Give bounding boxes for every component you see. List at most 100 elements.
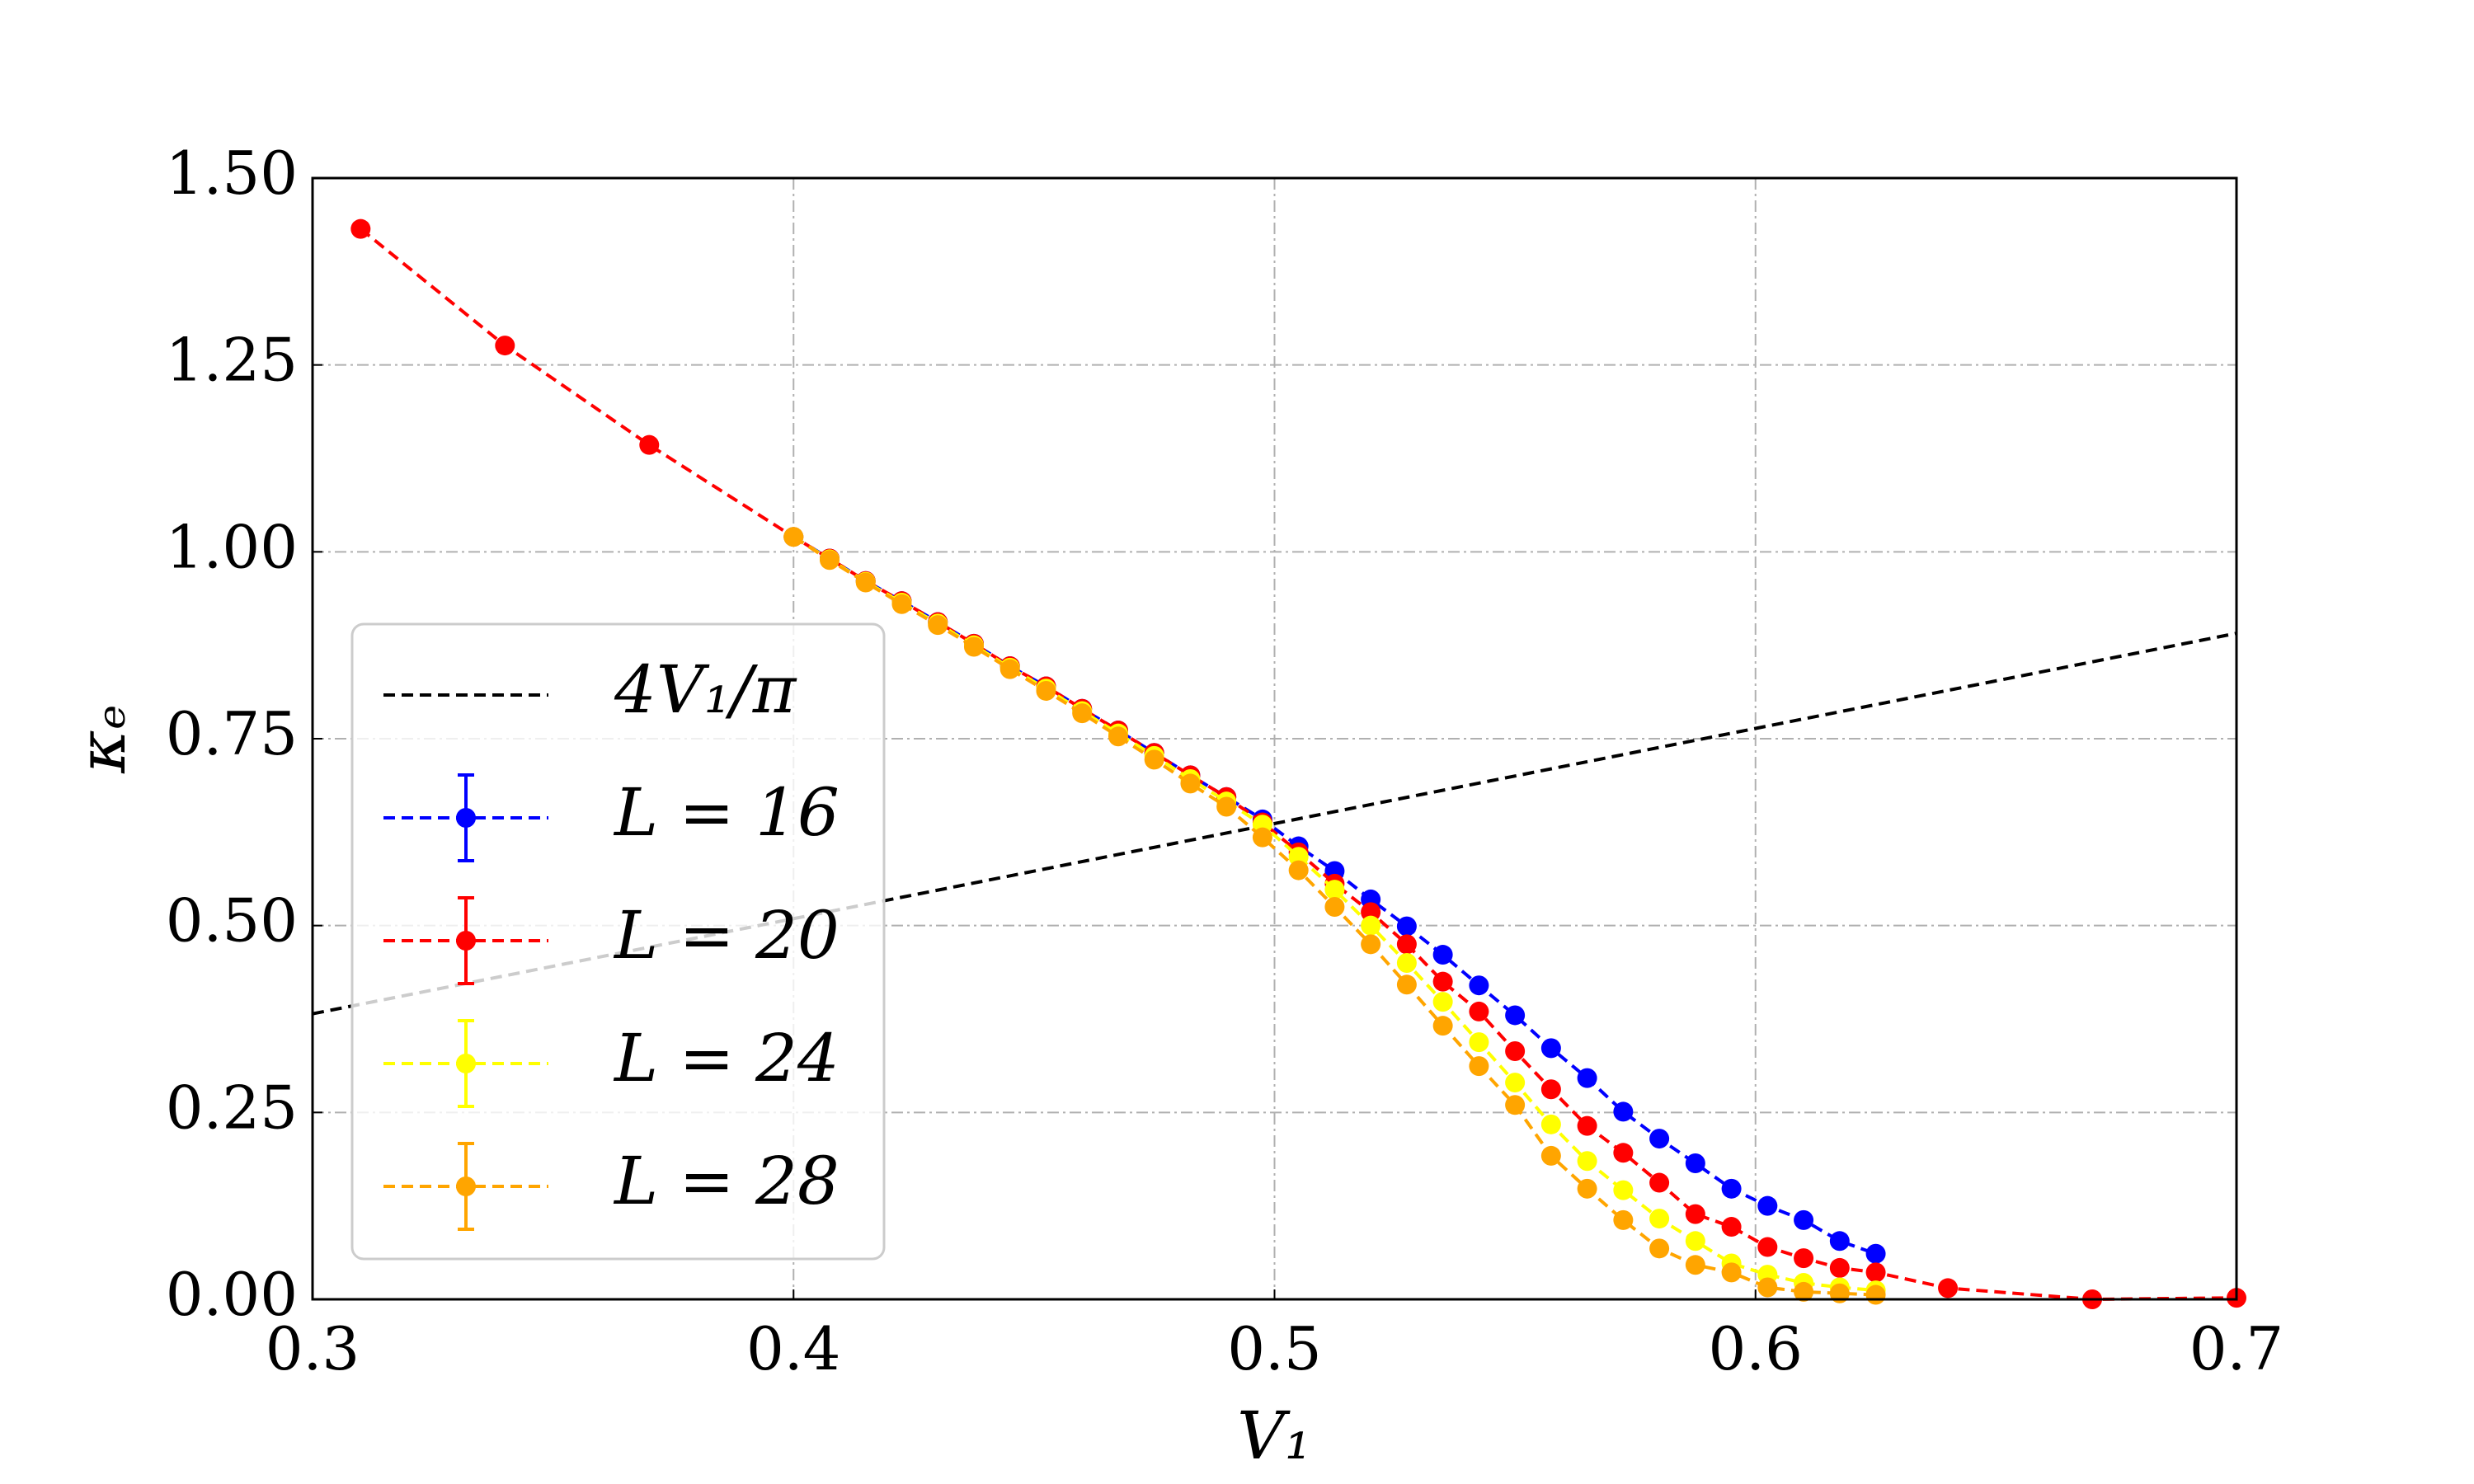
data-point (1577, 1115, 1597, 1136)
data-point (1505, 1073, 1526, 1093)
data-point (495, 336, 515, 356)
legend-label: L = 28 (613, 1143, 840, 1219)
x-tick-label: 0.6 (1708, 1314, 1803, 1383)
y-tick-label: 0.00 (166, 1260, 298, 1329)
data-point (1361, 915, 1381, 936)
y-tick-label: 1.50 (166, 139, 298, 208)
data-point (1685, 1255, 1705, 1275)
legend-label: L = 16 (613, 774, 840, 851)
data-point (1577, 1178, 1597, 1199)
y-tick-label: 1.00 (166, 512, 298, 581)
data-point (1432, 1016, 1453, 1036)
data-point (1505, 1095, 1526, 1115)
data-point (1144, 749, 1164, 770)
data-point (1794, 1248, 1814, 1269)
data-point (1865, 1243, 1886, 1264)
data-point (1108, 726, 1128, 747)
data-point (1577, 1068, 1597, 1088)
data-point (783, 527, 804, 547)
data-point (1757, 1237, 1778, 1257)
data-point (891, 594, 912, 614)
data-point (1721, 1217, 1742, 1237)
data-point (1649, 1129, 1670, 1149)
data-point (1757, 1277, 1778, 1298)
x-tick-label: 0.3 (266, 1314, 360, 1383)
x-tick-label: 0.5 (1227, 1314, 1322, 1383)
data-point (1540, 1145, 1561, 1166)
y-tick-label: 0.25 (166, 1073, 298, 1142)
data-point (1685, 1231, 1705, 1252)
legend: 4V₁/π L = 16 L = 20 L = 24 L = 28 (350, 622, 886, 1261)
legend-label: L = 20 (613, 897, 840, 974)
data-point (1685, 1153, 1705, 1173)
x-tick-label: 0.4 (746, 1314, 841, 1383)
data-point (1396, 953, 1417, 973)
data-point (1505, 1040, 1526, 1061)
data-point (639, 434, 660, 455)
legend-label: L = 24 (613, 1020, 840, 1097)
data-point (1469, 1056, 1489, 1077)
y-tick-label: 1.25 (166, 326, 298, 395)
legend-marker (456, 931, 476, 951)
data-point (999, 659, 1020, 679)
data-point (1829, 1231, 1850, 1252)
data-point (1649, 1172, 1670, 1193)
data-point (1361, 934, 1381, 955)
legend-marker (456, 1054, 476, 1073)
data-point (350, 218, 371, 239)
data-point (1469, 975, 1489, 996)
data-point (928, 615, 948, 636)
data-point (1794, 1209, 1814, 1230)
data-point (1396, 916, 1417, 937)
data-point (1469, 1001, 1489, 1021)
legend-label: 4V₁/π (614, 651, 797, 728)
data-point (1829, 1257, 1850, 1278)
data-point (1757, 1195, 1778, 1216)
data-point (1613, 1101, 1634, 1122)
data-point (1288, 860, 1309, 881)
data-point (1324, 897, 1345, 917)
y-tick-label: 0.75 (166, 699, 298, 768)
y-tick-label: 0.50 (166, 886, 298, 956)
data-point (819, 550, 840, 571)
data-point (1432, 992, 1453, 1012)
x-axis-label: V₁ (1237, 1397, 1311, 1474)
data-point (1613, 1143, 1634, 1163)
data-point (855, 572, 876, 593)
legend-marker (456, 1176, 476, 1196)
data-point (1649, 1238, 1670, 1259)
data-point (1432, 945, 1453, 965)
data-point (1540, 1114, 1561, 1134)
data-point (1469, 1032, 1489, 1053)
data-point (1938, 1278, 1959, 1298)
data-point (1613, 1209, 1634, 1230)
data-point (1721, 1178, 1742, 1199)
y-axis-label: κₑ (63, 704, 140, 773)
x-tick-label: 0.7 (2189, 1314, 2284, 1383)
data-point (1432, 971, 1453, 992)
data-point (1794, 1281, 1814, 1302)
data-point (1721, 1262, 1742, 1283)
data-point (1577, 1151, 1597, 1172)
data-point (1252, 827, 1272, 848)
data-point (1324, 880, 1345, 900)
data-point (1396, 934, 1417, 955)
data-point (1613, 1180, 1634, 1200)
data-point (1865, 1284, 1886, 1305)
data-point (1865, 1262, 1886, 1283)
data-point (1216, 796, 1237, 817)
data-point (1649, 1209, 1670, 1229)
legend-marker (456, 808, 476, 828)
ticks: 0.3 0.4 0.5 0.6 0.7 0.00 0.25 0.50 0.75 1.00 1.25 1… (166, 139, 2284, 1383)
data-point (1072, 703, 1093, 724)
data-point (1685, 1204, 1705, 1224)
legend-box (350, 622, 886, 1261)
data-point (1540, 1079, 1561, 1100)
data-point (1396, 974, 1417, 995)
data-point (1540, 1038, 1561, 1059)
data-point (1036, 680, 1056, 701)
data-point (963, 636, 984, 657)
data-point (1180, 773, 1201, 794)
data-point (1505, 1005, 1526, 1026)
